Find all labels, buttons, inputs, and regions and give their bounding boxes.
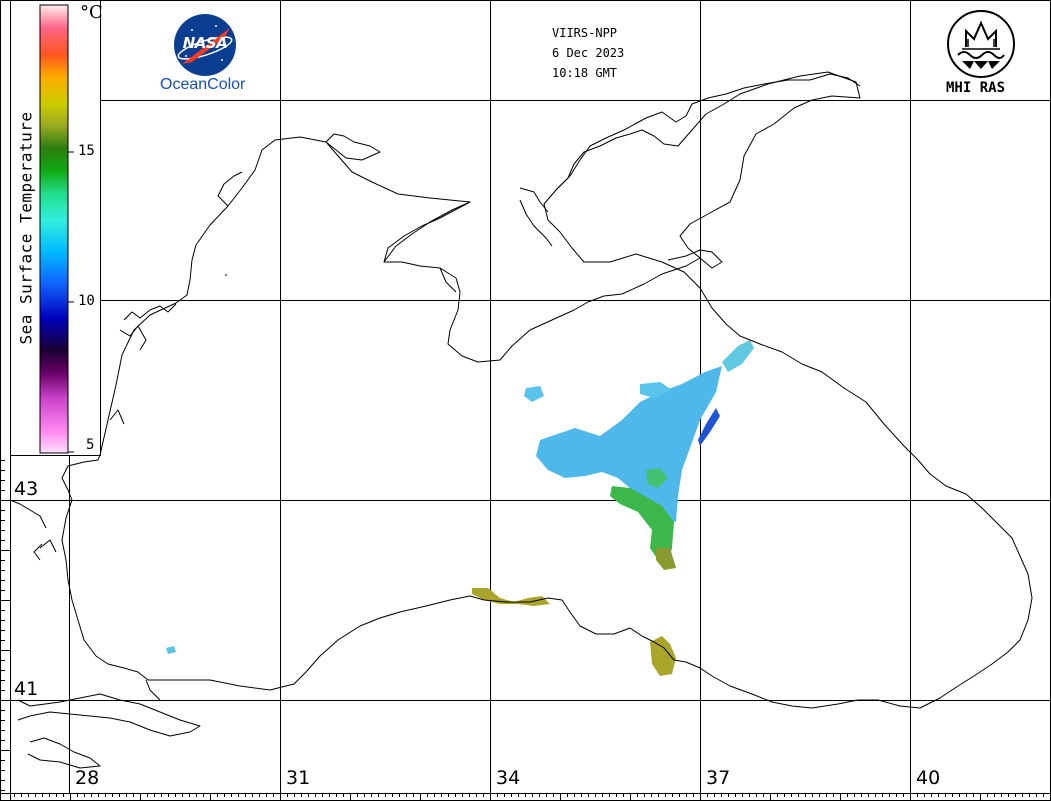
sst-patch-west-speck: [524, 386, 544, 402]
sst-patch-mid-green-2: [646, 468, 668, 488]
colorbar-title: Sea Surface Temperature: [16, 111, 36, 345]
lon-label-37: 37: [706, 767, 731, 789]
lon-label-28: 28: [75, 767, 100, 789]
mhi-ras-caption: MHI RAS: [946, 80, 1006, 96]
sst-patch-coast-south-warm: [472, 588, 550, 606]
frame-ticks-bottom: [14, 793, 1051, 801]
coast-kalamita: [439, 267, 457, 293]
sst-patch-west-speck-2: [166, 646, 176, 654]
coast-kerch: [667, 249, 723, 269]
date-label: 6 Dec 2023: [552, 46, 625, 60]
colorbar-tick-label-5: 5: [86, 437, 95, 453]
nasa-wordmark: NASA: [182, 34, 228, 52]
lat-label-43: 43: [14, 478, 39, 500]
lat-label-41: 41: [14, 678, 39, 700]
coastline: [9, 71, 1033, 769]
colorbar: [10, 0, 101, 456]
oceancolor-caption: OceanColor: [160, 76, 246, 93]
mhi-ras-emblem-icon: [947, 10, 1015, 78]
lon-label-34: 34: [496, 767, 521, 789]
sst-patch-sinop-warm: [650, 636, 676, 676]
coast-south-tail: [145, 679, 161, 701]
lon-label-31: 31: [286, 767, 311, 789]
time-label: 10:18 GMT: [552, 66, 618, 80]
sst-patch-southern-tip: [656, 548, 676, 570]
coast-bosphorus-marmara: [17, 693, 201, 737]
lon-label-40: 40: [916, 767, 941, 789]
sensor-label: VIIRS-NPP: [552, 26, 618, 40]
sst-patch-central-cool: [536, 366, 722, 522]
coast-west-edge: [9, 499, 47, 529]
colorbar-scale: [39, 4, 69, 454]
sst-patch-mid-green: [610, 486, 674, 564]
nasa-meatball-icon: [174, 14, 236, 76]
sst-patch-kerch-cool: [722, 340, 754, 372]
coast-azov-sea: [555, 73, 861, 191]
coast-main-basin: [61, 71, 1033, 709]
sst-patch-coastal-cold: [698, 408, 720, 446]
coast-dnieper: [325, 133, 381, 161]
coast-sivash: [519, 187, 553, 247]
coast-marmara-south: [27, 737, 101, 769]
frame-ticks-left: [0, 460, 10, 791]
colorbar-tick-label-15: 15: [78, 143, 95, 159]
coast-west-inlets: [33, 325, 147, 561]
coast-danube-delta: [123, 303, 177, 321]
coast-crimea-northwest: [383, 201, 471, 263]
colorbar-tick-label-10: 10: [78, 293, 95, 309]
sst-patch-upper-cool: [640, 382, 672, 398]
colorbar-unit: °C: [80, 2, 103, 23]
sst-data: [166, 340, 754, 676]
coast-odessa-bay: [217, 171, 243, 207]
